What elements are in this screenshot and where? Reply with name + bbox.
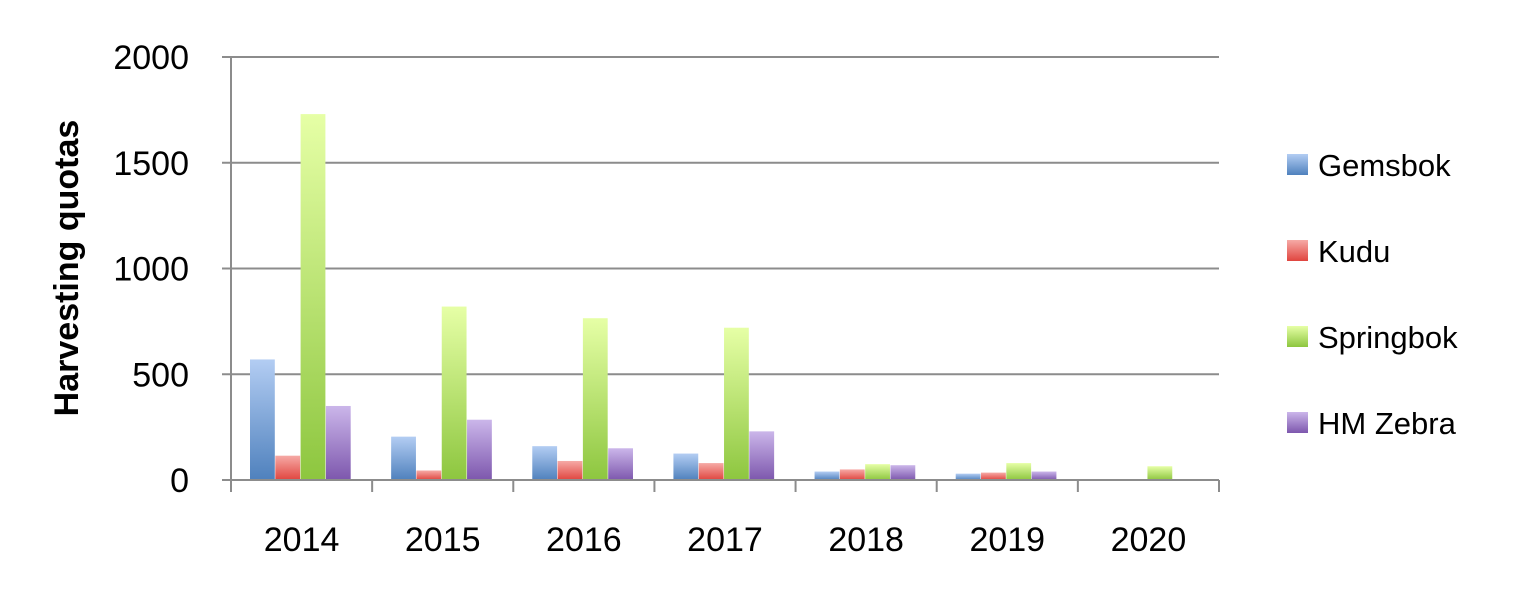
legend-item-hm-zebra: HM Zebra xyxy=(1287,406,1457,441)
legend-item-kudu: Kudu xyxy=(1287,234,1390,269)
legend-swatch xyxy=(1287,412,1308,433)
bar-hm-zebra-2016 xyxy=(608,448,633,480)
x-tick-label: 2017 xyxy=(687,521,763,559)
bar-kudu-2019 xyxy=(981,472,1006,480)
legend-swatch xyxy=(1287,240,1308,261)
bar-gemsbok-2014 xyxy=(250,359,275,480)
bar-kudu-2018 xyxy=(839,469,865,480)
legend-label: Gemsbok xyxy=(1318,148,1451,183)
bar-kudu-2014 xyxy=(275,455,301,480)
bars xyxy=(250,114,1173,480)
bar-gemsbok-2016 xyxy=(532,446,558,480)
bar-hm-zebra-2015 xyxy=(467,419,492,480)
y-axis-title: Harvesting quotas xyxy=(48,120,86,417)
bar-springbok-2014 xyxy=(300,114,326,480)
bar-hm-zebra-2017 xyxy=(749,431,775,480)
x-tick-label: 2020 xyxy=(1111,521,1187,559)
bar-kudu-2017 xyxy=(698,463,724,480)
y-tick-labels: 0 500 1000 1500 2000 xyxy=(113,39,189,500)
bar-springbok-2020 xyxy=(1147,466,1173,480)
bar-springbok-2016 xyxy=(582,318,608,480)
x-tick-labels: 2014 2015 2016 2017 2018 2019 2020 xyxy=(264,521,1186,559)
legend: Gemsbok Kudu Springbok HM Zebra xyxy=(1287,148,1458,441)
x-tick-label: 2014 xyxy=(264,521,340,559)
axes xyxy=(222,56,1220,492)
bar-hm-zebra-2018 xyxy=(890,465,916,480)
bar-springbok-2017 xyxy=(724,327,749,480)
bar-springbok-2015 xyxy=(441,306,467,480)
bar-gemsbok-2018 xyxy=(814,471,840,480)
bar-gemsbok-2019 xyxy=(955,473,981,480)
bar-springbok-2019 xyxy=(1006,463,1032,480)
bar-kudu-2015 xyxy=(416,470,442,480)
legend-swatch xyxy=(1287,154,1308,175)
x-tick-label: 2016 xyxy=(546,521,622,559)
y-tick-label: 500 xyxy=(132,356,189,394)
legend-item-springbok: Springbok xyxy=(1287,320,1458,355)
legend-label: Springbok xyxy=(1318,320,1458,355)
bar-hm-zebra-2019 xyxy=(1031,471,1057,480)
legend-label: Kudu xyxy=(1318,234,1390,269)
bar-kudu-2016 xyxy=(557,460,583,480)
gridlines xyxy=(231,56,1219,376)
x-tick-label: 2019 xyxy=(969,521,1045,559)
y-tick-label: 0 xyxy=(170,462,189,500)
legend-label: HM Zebra xyxy=(1318,406,1457,441)
bar-hm-zebra-2014 xyxy=(325,405,351,480)
bar-gemsbok-2015 xyxy=(391,436,416,480)
x-tick-label: 2018 xyxy=(828,521,904,559)
legend-swatch xyxy=(1287,326,1308,347)
y-tick-label: 1000 xyxy=(113,251,189,289)
x-tick-label: 2015 xyxy=(405,521,481,559)
bar-springbok-2018 xyxy=(865,464,890,480)
bar-gemsbok-2017 xyxy=(673,453,699,480)
legend-item-gemsbok: Gemsbok xyxy=(1287,148,1451,183)
y-tick-label: 1500 xyxy=(113,145,189,183)
y-tick-label: 2000 xyxy=(113,39,189,77)
